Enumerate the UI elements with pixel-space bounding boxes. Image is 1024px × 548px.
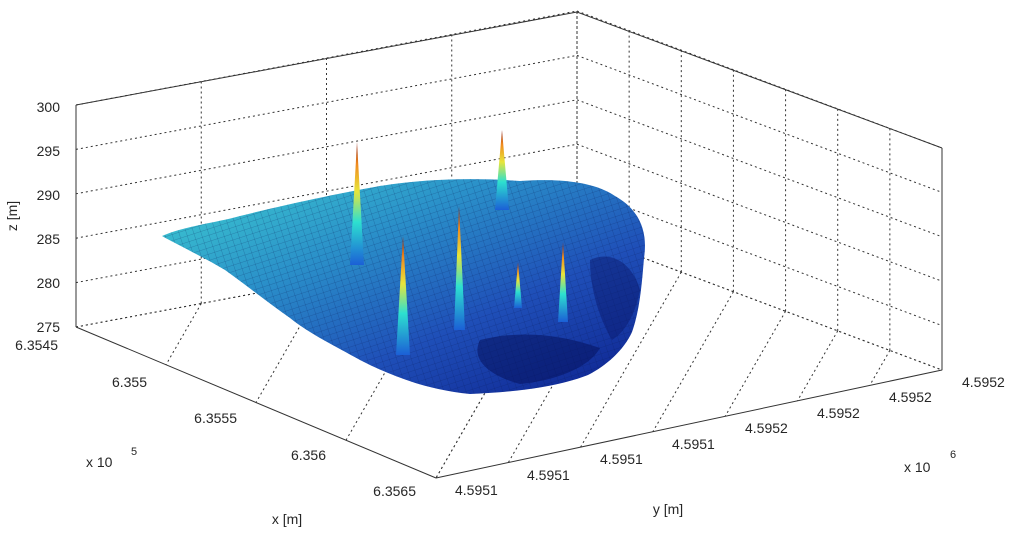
x-tick-label: 6.355 <box>112 374 147 390</box>
peak <box>495 130 509 210</box>
z-axis-label: z [m] <box>4 201 20 231</box>
surface-side-region <box>590 256 640 340</box>
z-tick-label: 300 <box>37 99 61 115</box>
x-tick-label: 6.3565 <box>373 483 416 499</box>
z-tick-label: 285 <box>37 231 61 247</box>
z-tick-label: 290 <box>37 187 61 203</box>
gridline <box>652 291 734 432</box>
peak <box>396 236 410 355</box>
z-tick-label: 280 <box>37 275 61 291</box>
y-tick-label: 4.5952 <box>962 374 1005 390</box>
gridline <box>165 303 202 365</box>
y-ticks: 4.5951 4.5951 4.5951 4.5951 4.5952 4.595… <box>455 374 1005 498</box>
y-multiplier: x 10 <box>904 459 931 475</box>
y-tick-label: 4.5951 <box>600 451 643 467</box>
x-exponent-value: 5 <box>131 446 137 458</box>
gridline <box>869 350 891 386</box>
gridline <box>724 311 787 417</box>
gridline <box>255 279 327 403</box>
y-tick-label: 4.5952 <box>817 405 860 421</box>
gridline <box>576 54 943 193</box>
peak <box>514 262 522 308</box>
y-axis-label: y [m] <box>653 501 683 517</box>
z-ticks: 275 280 285 290 295 300 <box>37 99 61 335</box>
x-multiplier: x 10 <box>86 454 113 470</box>
x-tick-label: 6.356 <box>291 447 326 463</box>
x-tick-label: 6.3555 <box>194 410 237 426</box>
peaks <box>350 130 568 355</box>
y-tick-label: 4.5951 <box>672 436 715 452</box>
peak <box>558 242 568 322</box>
z-tick-label: 275 <box>37 319 61 335</box>
x-axis-label: x [m] <box>272 511 302 527</box>
y-axis-line <box>435 369 943 479</box>
peak <box>350 142 364 265</box>
y-exponent: x 10 6 <box>904 449 956 475</box>
y-tick-label: 4.5951 <box>455 482 498 498</box>
y-tick-label: 4.5951 <box>527 467 570 483</box>
x-tick-label: 6.3545 <box>15 337 58 353</box>
peak <box>454 206 465 330</box>
y-tick-label: 4.5952 <box>745 420 788 436</box>
x-exponent: x 10 5 <box>86 446 137 470</box>
y-tick-label: 4.5952 <box>889 389 932 405</box>
back-top-edge <box>75 11 943 149</box>
gridline <box>580 271 682 448</box>
surface-shadow-region <box>477 334 600 384</box>
y-exponent-value: 6 <box>950 449 956 461</box>
x-ticks: 6.3545 6.355 6.3555 6.356 6.3565 <box>15 337 416 499</box>
z-tick-label: 295 <box>37 143 61 159</box>
gridline <box>796 330 839 402</box>
